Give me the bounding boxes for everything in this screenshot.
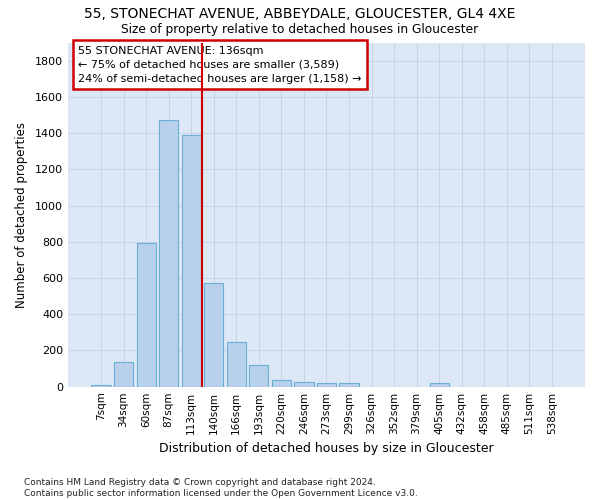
Bar xyxy=(114,362,133,386)
Bar xyxy=(137,242,155,386)
Text: 55, STONECHAT AVENUE, ABBEYDALE, GLOUCESTER, GL4 4XE: 55, STONECHAT AVENUE, ABBEYDALE, GLOUCES… xyxy=(85,8,515,22)
Bar xyxy=(295,382,314,386)
Text: Size of property relative to detached houses in Gloucester: Size of property relative to detached ho… xyxy=(121,22,479,36)
X-axis label: Distribution of detached houses by size in Gloucester: Distribution of detached houses by size … xyxy=(159,442,494,455)
Bar xyxy=(159,120,178,386)
Bar xyxy=(91,385,110,386)
Bar xyxy=(272,380,291,386)
Y-axis label: Number of detached properties: Number of detached properties xyxy=(15,122,28,308)
Bar xyxy=(227,342,246,386)
Bar xyxy=(430,384,449,386)
Bar xyxy=(182,135,201,386)
Bar xyxy=(204,282,223,387)
Bar xyxy=(340,383,359,386)
Bar xyxy=(249,365,268,386)
Text: Contains HM Land Registry data © Crown copyright and database right 2024.
Contai: Contains HM Land Registry data © Crown c… xyxy=(24,478,418,498)
Text: 55 STONECHAT AVENUE: 136sqm
← 75% of detached houses are smaller (3,589)
24% of : 55 STONECHAT AVENUE: 136sqm ← 75% of det… xyxy=(78,46,362,84)
Bar xyxy=(317,383,336,386)
